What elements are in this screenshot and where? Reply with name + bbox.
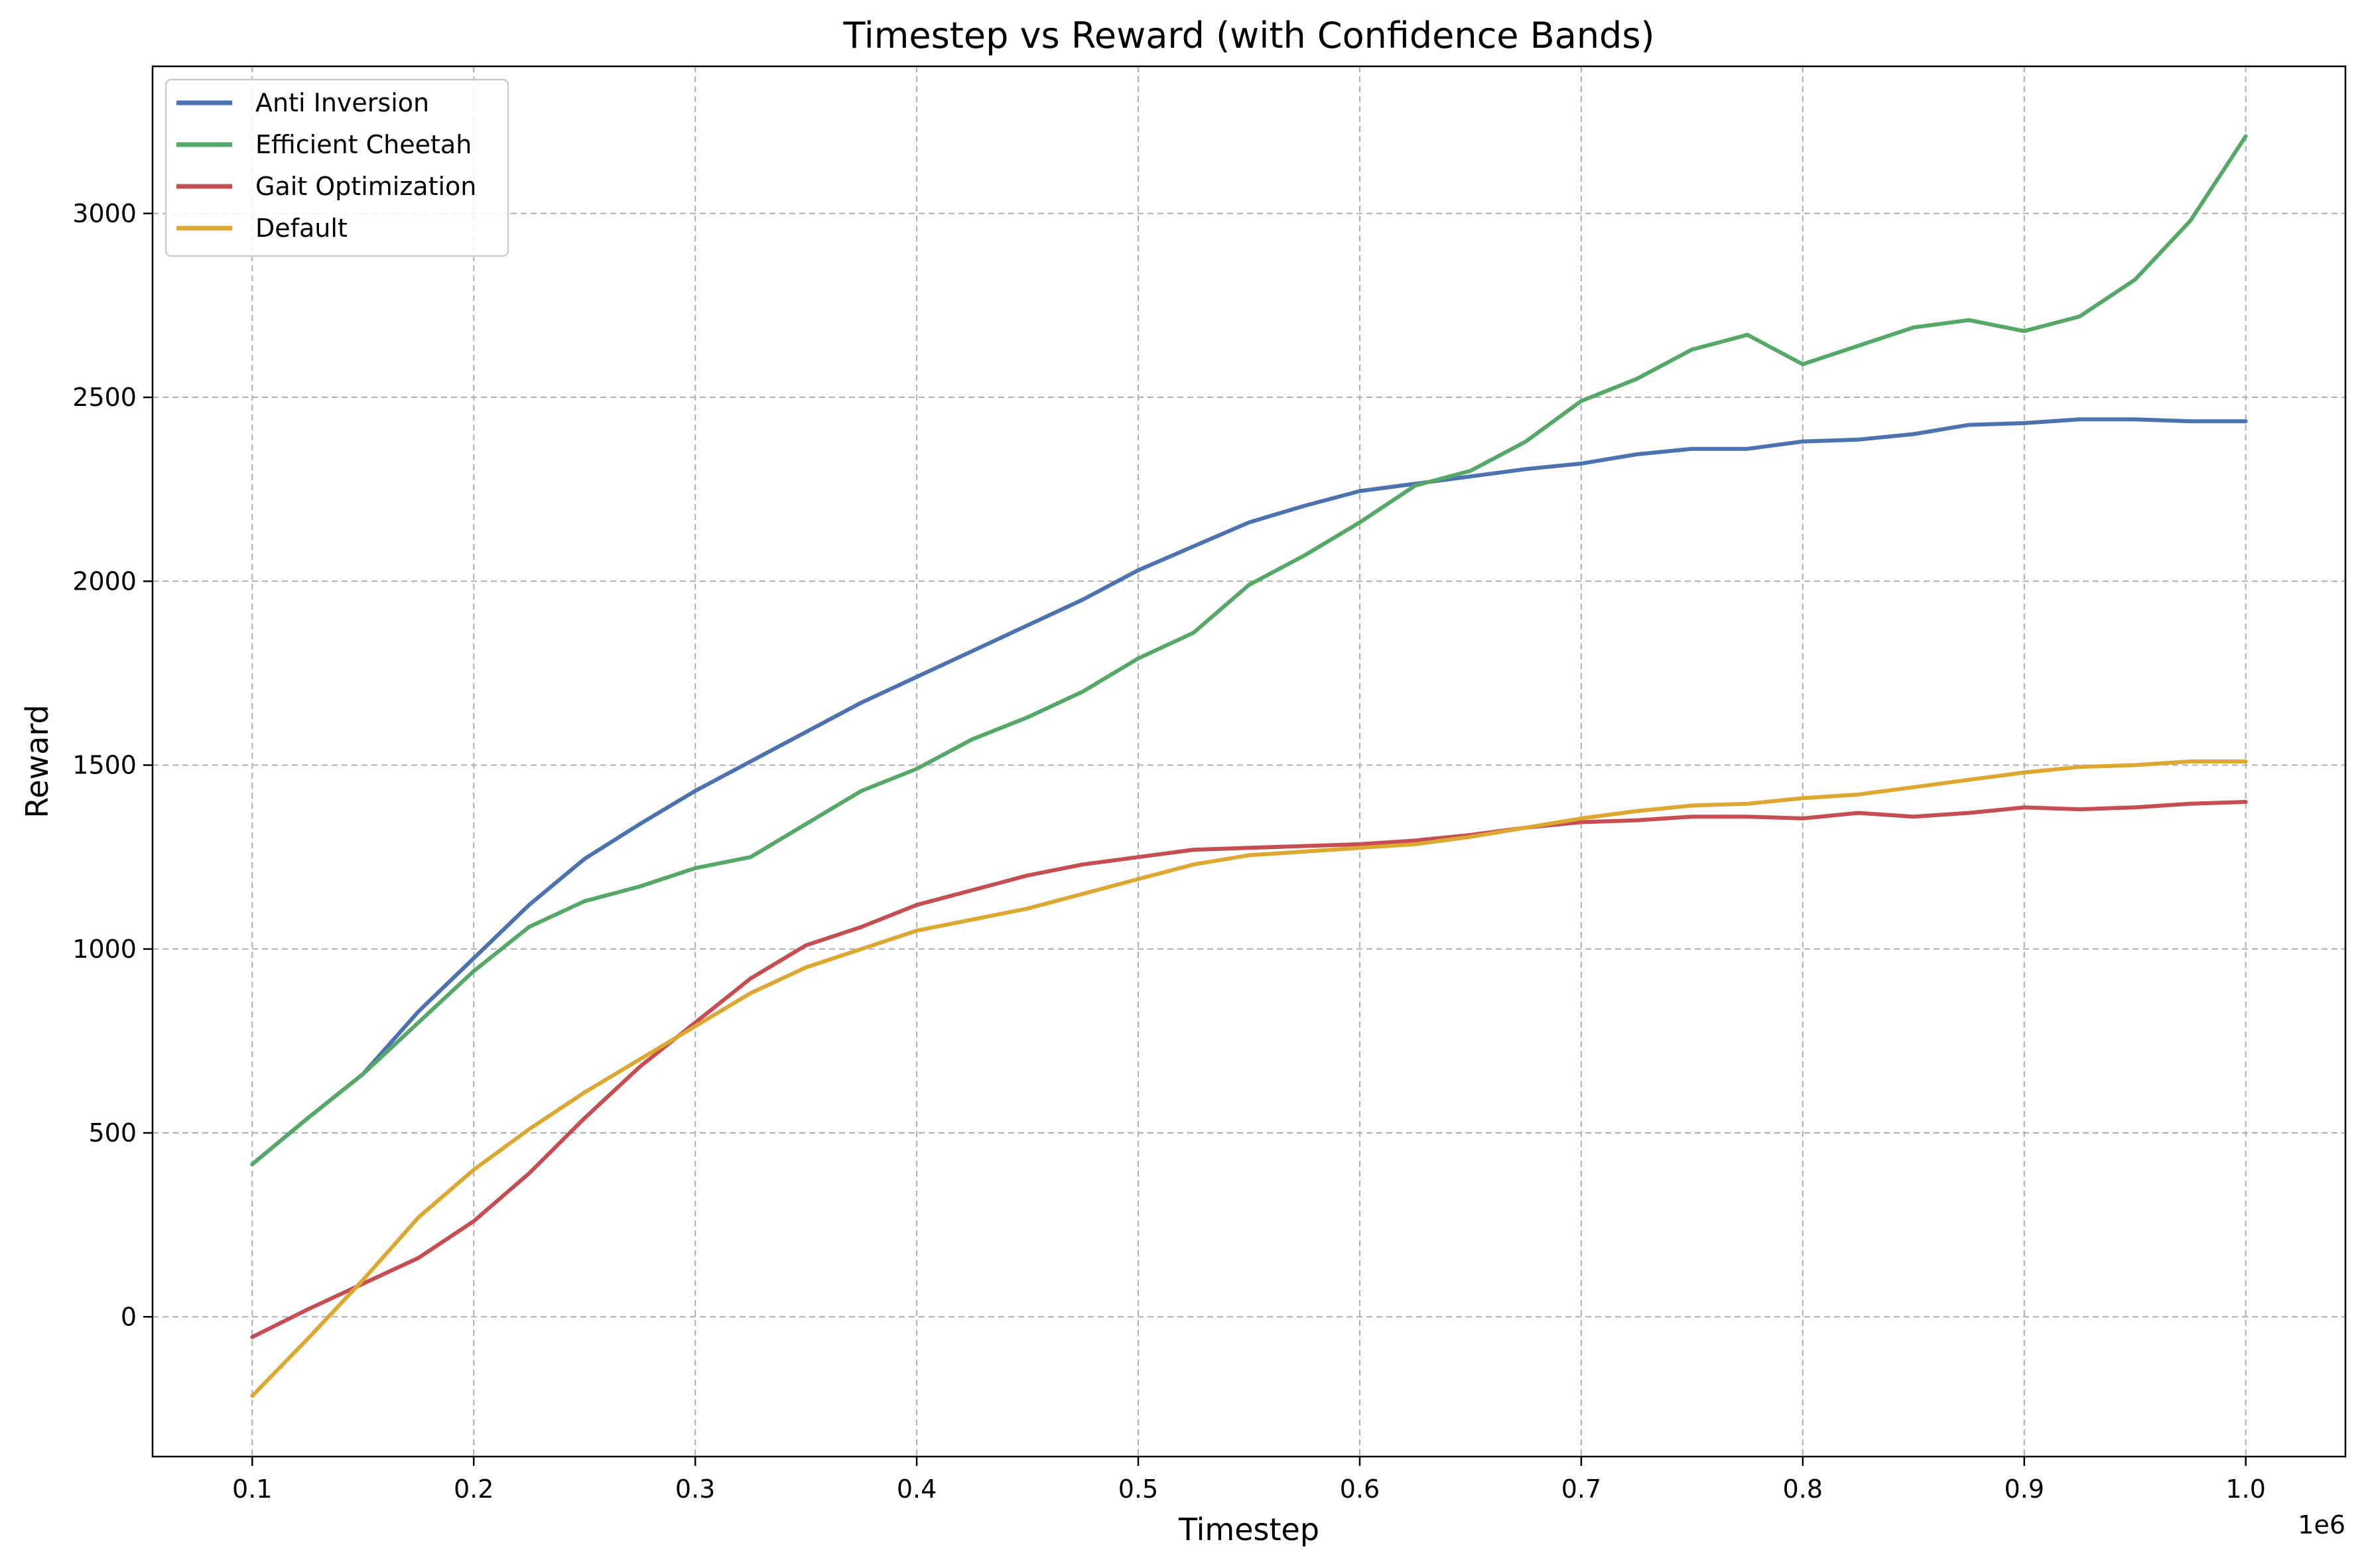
x-axis-offset-label: 1e6 [2298, 1510, 2345, 1539]
grid-lines [153, 66, 2345, 1457]
x-tick-label: 0.3 [675, 1474, 715, 1504]
series-line-anti-inversion [250, 417, 2248, 1167]
x-tick-label: 0.8 [1783, 1474, 1823, 1504]
legend-label-default: Default [255, 214, 348, 243]
series-line-efficient-cheetah [250, 134, 2248, 1167]
legend-box [164, 78, 509, 257]
y-tick-label: 0 [121, 1302, 137, 1331]
plot-frame [151, 65, 2347, 1458]
legend-label-gait-optimization: Gait Optimization [255, 172, 476, 201]
legend: Anti Inversion Efficient Cheetah Gait Opti… [164, 78, 509, 257]
legend-items: Anti Inversion Efficient Cheetah Gait Opti… [176, 88, 476, 243]
y-tick-label: 3000 [72, 199, 137, 228]
y-tick-label: 1500 [72, 751, 137, 780]
x-tick-label: 0.9 [2004, 1474, 2044, 1504]
y-axis-label: Reward [19, 704, 55, 818]
series-line-gait-optimization [250, 800, 2248, 1339]
series-lines [250, 134, 2248, 1398]
y-tick-label: 2500 [72, 383, 137, 412]
axis-ticks: 0.1 0.2 0.3 0.4 0.5 0.6 0.7 0.8 0.9 1.0 0 500 1000 15… [72, 199, 2266, 1504]
x-tick-label: 0.4 [897, 1474, 937, 1504]
series-line-default [250, 759, 2248, 1398]
x-tick-label: 0.5 [1118, 1474, 1158, 1504]
x-tick-label: 1.0 [2226, 1474, 2266, 1504]
y-tick-label: 1000 [72, 935, 137, 964]
x-tick-label: 0.2 [454, 1474, 493, 1504]
x-tick-label: 0.7 [1561, 1474, 1601, 1504]
x-tick-label: 0.1 [232, 1474, 272, 1504]
y-tick-label: 2000 [72, 566, 137, 596]
x-tick-label: 0.6 [1340, 1474, 1380, 1504]
legend-label-efficient-cheetah: Efficient Cheetah [255, 130, 472, 159]
legend-label-anti-inversion: Anti Inversion [255, 88, 429, 117]
y-tick-label: 500 [88, 1118, 137, 1147]
x-axis-label: Timestep [1178, 1512, 1319, 1547]
chart-title: Timestep vs Reward (with Confidence Band… [842, 15, 1654, 56]
